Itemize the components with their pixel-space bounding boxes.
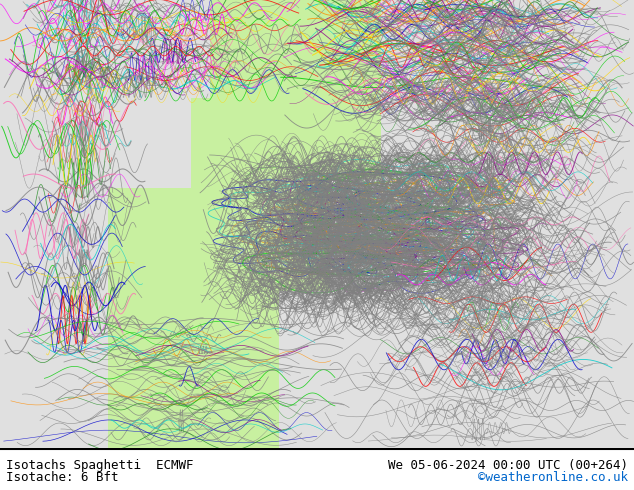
Text: Isotachs Spaghetti  ECMWF: Isotachs Spaghetti ECMWF (6, 459, 194, 471)
Text: ©weatheronline.co.uk: ©weatheronline.co.uk (477, 471, 628, 484)
Text: Isotache: 6 Bft: Isotache: 6 Bft (6, 471, 119, 484)
Text: We 05-06-2024 00:00 UTC (00+264): We 05-06-2024 00:00 UTC (00+264) (387, 459, 628, 471)
